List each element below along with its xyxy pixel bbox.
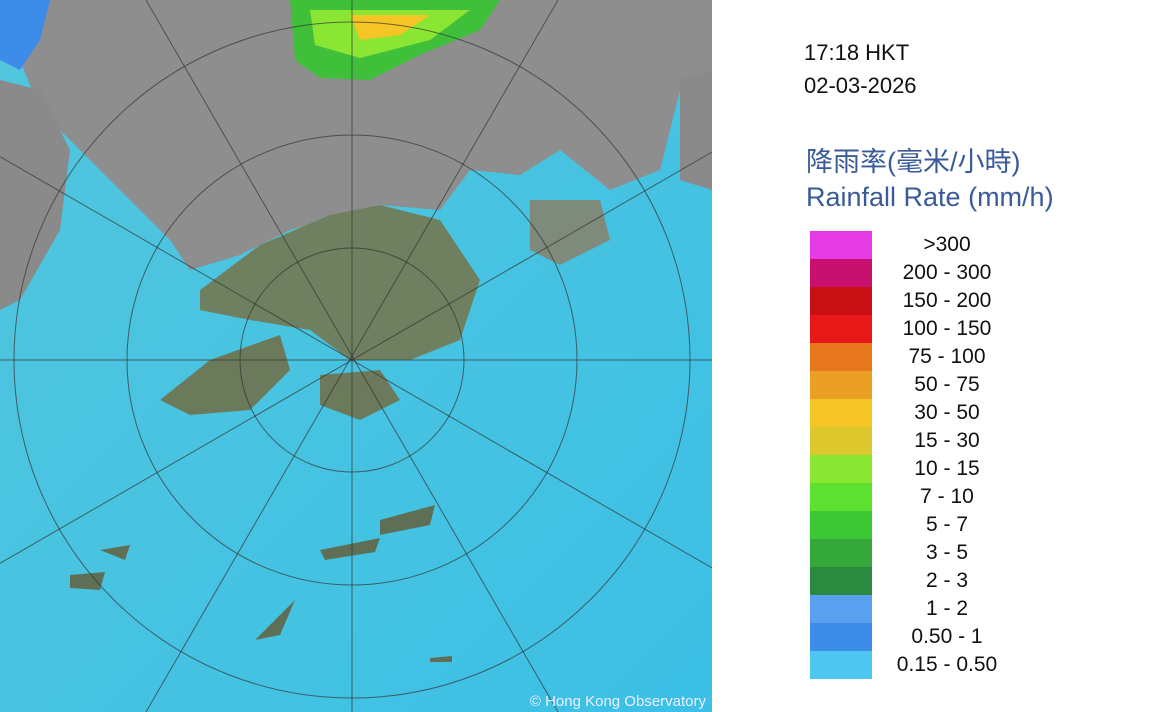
legend-label: 30 - 50: [914, 401, 980, 424]
legend-row: 100 - 150: [810, 315, 1022, 343]
radar-map: © Hong Kong Observatory: [0, 0, 712, 712]
legend-swatch: [810, 651, 872, 679]
legend-swatch: [810, 623, 872, 651]
legend-title-en: Rainfall Rate (mm/h): [806, 182, 1054, 212]
legend-label: 5 - 7: [925, 513, 969, 536]
legend-row: 10 - 15: [810, 455, 1022, 483]
legend-label: 2 - 3: [925, 569, 969, 592]
legend-row: >300: [810, 231, 1022, 259]
legend-label: 15 - 30: [914, 429, 980, 452]
legend-label: 200 - 300: [902, 261, 992, 284]
legend-label: 0.15 - 0.50: [896, 653, 998, 676]
legend-swatch: [810, 399, 872, 427]
hk-island: [320, 370, 400, 420]
legend-swatch: [810, 511, 872, 539]
range-rings: [0, 0, 712, 712]
legend-swatch: [810, 343, 872, 371]
legend-row: 7 - 10: [810, 483, 1022, 511]
time: 17:18 HKT: [804, 40, 910, 65]
legend-row: 30 - 50: [810, 399, 1022, 427]
east-land: [680, 70, 712, 190]
legend-label: 50 - 75: [914, 373, 980, 396]
new-territories: [200, 205, 480, 360]
legend-title-zh: 降雨率(毫米/小時): [806, 147, 1021, 177]
legend-swatch: [810, 483, 872, 511]
islands: [70, 505, 452, 662]
legend-swatch: [810, 259, 872, 287]
legend: >300 200 - 300 150 - 200 100 - 150 75 - 100 5…: [810, 231, 1022, 679]
legend-row: 0.15 - 0.50: [810, 651, 1022, 679]
legend-row: 15 - 30: [810, 427, 1022, 455]
legend-label: 7 - 10: [920, 485, 974, 508]
copyright: © Hong Kong Observatory: [530, 693, 707, 710]
legend-swatch: [810, 427, 872, 455]
legend-swatch: [810, 595, 872, 623]
legend-row: 3 - 5: [810, 539, 1022, 567]
legend-row: 75 - 100: [810, 343, 1022, 371]
legend-swatch: [810, 567, 872, 595]
date: 02-03-2026: [804, 73, 917, 98]
legend-swatch: [810, 287, 872, 315]
legend-row: 0.50 - 1: [810, 623, 1022, 651]
legend-label: 0.50 - 1: [911, 625, 983, 648]
legend-label: 3 - 5: [925, 541, 969, 564]
legend-swatch: [810, 231, 872, 259]
legend-label: >300: [923, 233, 971, 256]
legend-row: 5 - 7: [810, 511, 1022, 539]
lantau: [160, 335, 290, 415]
legend-row: 150 - 200: [810, 287, 1022, 315]
legend-swatch: [810, 455, 872, 483]
peninsula: [530, 200, 610, 265]
legend-label: 100 - 150: [902, 317, 992, 340]
legend-swatch: [810, 539, 872, 567]
rain-area: [350, 15, 430, 40]
legend-label: 1 - 2: [925, 597, 969, 620]
rain-area: [0, 0, 50, 70]
west-land: [0, 80, 70, 310]
legend-row: 200 - 300: [810, 259, 1022, 287]
legend-label: 150 - 200: [902, 289, 992, 312]
legend-row: 2 - 3: [810, 567, 1022, 595]
legend-label: 10 - 15: [914, 457, 980, 480]
legend-row: 1 - 2: [810, 595, 1022, 623]
legend-label: 75 - 100: [908, 345, 986, 368]
legend-row: 50 - 75: [810, 371, 1022, 399]
legend-swatch: [810, 371, 872, 399]
legend-swatch: [810, 315, 872, 343]
